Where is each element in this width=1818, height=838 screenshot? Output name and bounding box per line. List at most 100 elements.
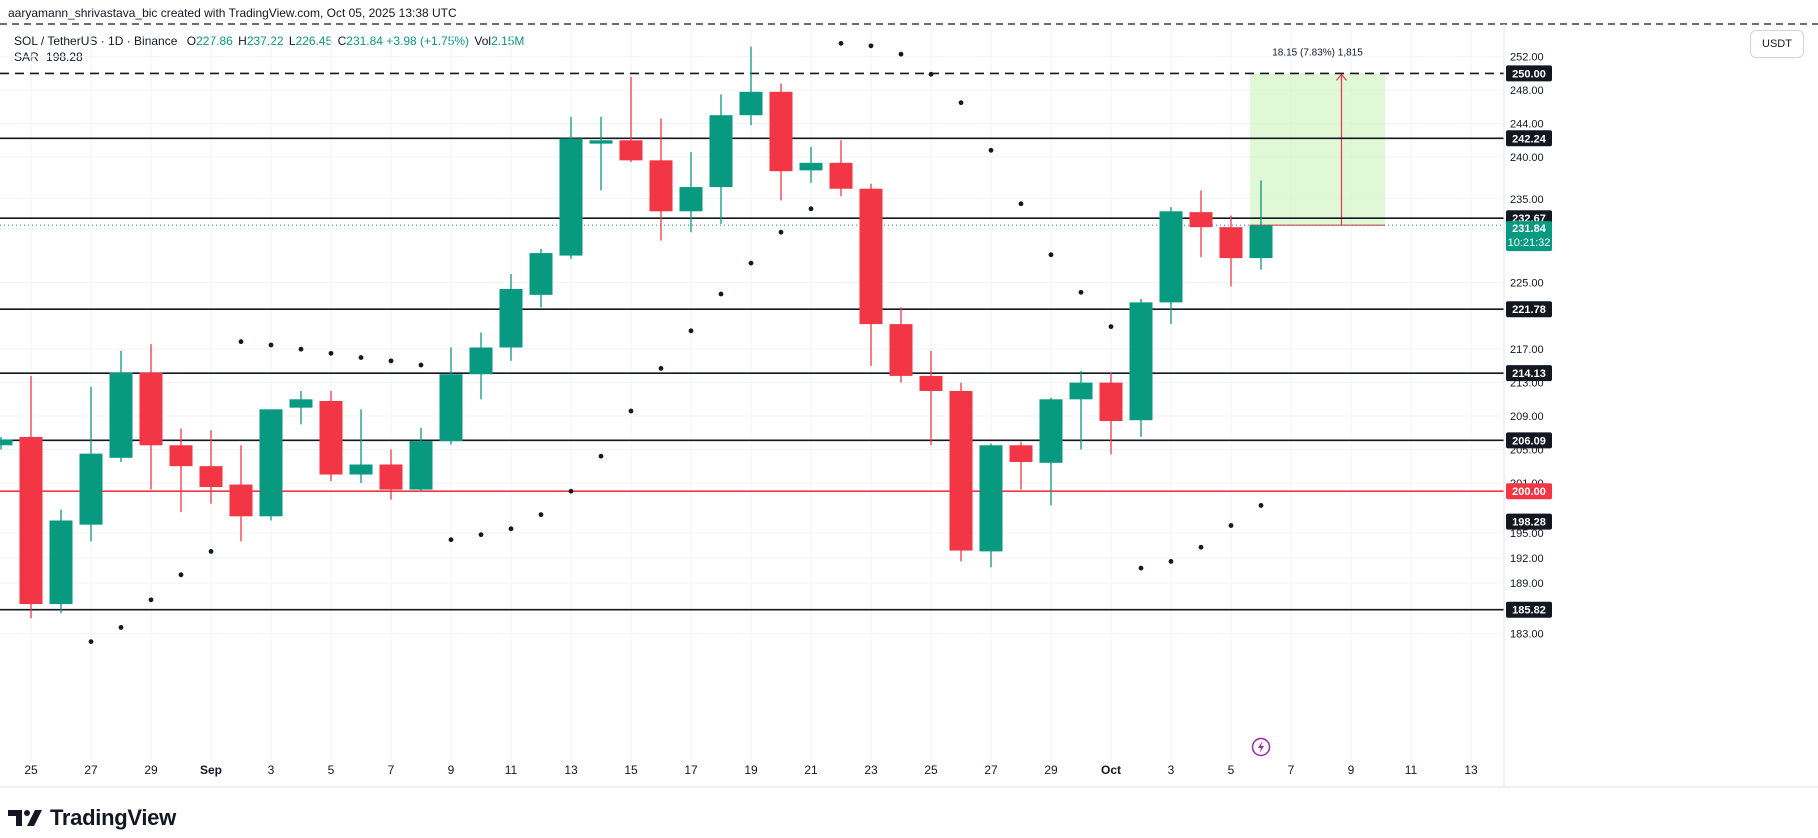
candle-body — [589, 140, 613, 144]
sar-dot — [748, 260, 754, 266]
high-label: H — [238, 34, 247, 48]
level-label-214.13: 214.13 — [1512, 368, 1546, 380]
sar-dot — [1168, 559, 1174, 564]
symbol-title[interactable]: SOL / TetherUS · 1D · Binance — [14, 34, 178, 48]
candle-body — [469, 347, 493, 375]
currency-button[interactable]: USDT — [1750, 30, 1804, 58]
y-tick-label: 252.00 — [1510, 52, 1544, 64]
y-tick-label: 240.00 — [1510, 152, 1544, 164]
lightning-icon — [1258, 741, 1264, 753]
sar-dot — [268, 342, 274, 348]
candle-body — [1249, 225, 1273, 259]
y-tick-label: 209.00 — [1510, 411, 1544, 423]
x-tick-label: 11 — [505, 763, 518, 777]
sar-price-label-bg — [1506, 513, 1552, 530]
sar-dot — [1258, 503, 1264, 508]
symbol-legend: SOL / TetherUS · 1D · Binance O227.86 H 2… — [14, 33, 524, 65]
candle-body — [1219, 227, 1243, 259]
x-tick-label: 23 — [864, 763, 878, 777]
candlesticks — [0, 46, 1273, 619]
candle-body — [1159, 211, 1183, 303]
sar-dot — [118, 625, 124, 630]
y-tick-label: 217.00 — [1510, 344, 1544, 356]
x-tick-label: 9 — [448, 763, 455, 777]
sar-dot — [358, 355, 364, 360]
y-tick-label: 195.00 — [1510, 528, 1544, 540]
candle-body — [409, 441, 433, 490]
x-tick-label: 25 — [924, 763, 938, 777]
sar-dot — [808, 206, 814, 212]
sar-dot — [868, 43, 874, 49]
sar-dot — [418, 362, 424, 368]
measure-box — [1250, 73, 1385, 226]
x-tick-label: 5 — [328, 763, 335, 777]
candle-body — [769, 91, 793, 172]
x-tick-label: 21 — [804, 763, 818, 777]
change-value: +3.98 (+1.75%) — [386, 34, 470, 48]
candle-body — [1039, 399, 1063, 463]
sar-dot — [838, 40, 844, 46]
sar-dot — [658, 365, 664, 371]
candle-body — [349, 464, 373, 475]
sar-dot — [178, 572, 184, 578]
candle-body — [1069, 382, 1093, 400]
level-label-250.00-bg — [1506, 65, 1552, 82]
candle-body — [199, 466, 223, 488]
sar-dot — [388, 358, 394, 364]
open-value: 227.86 — [196, 34, 233, 48]
candle-body — [529, 253, 553, 295]
level-label-221.78-bg — [1506, 301, 1552, 318]
candle-body — [949, 390, 973, 551]
sar-dot — [778, 229, 784, 235]
sar-dot — [1018, 201, 1024, 207]
x-tick-label: Sep — [200, 763, 222, 777]
sar-dot — [1108, 324, 1114, 330]
x-tick-label: 19 — [744, 763, 758, 777]
candle-body — [619, 140, 643, 161]
sar-dot — [1138, 565, 1144, 571]
candle-body — [319, 400, 343, 475]
candle-body — [799, 162, 823, 171]
tradingview-logo-icon — [8, 810, 42, 826]
sar-dot — [1198, 544, 1204, 550]
candle-body — [859, 188, 883, 325]
level-label-185.82: 185.82 — [1512, 605, 1546, 617]
level-label-185.82-bg — [1506, 601, 1552, 618]
level-label-206.09: 206.09 — [1512, 435, 1546, 447]
sar-dot — [568, 488, 574, 494]
sar-dot — [208, 548, 214, 554]
sar-dot — [448, 537, 454, 543]
y-tick-label: 183.00 — [1510, 628, 1544, 640]
low-label: L — [288, 34, 296, 48]
sar-dot — [598, 453, 604, 459]
candle-body — [169, 445, 193, 467]
volume-value: 2.15M — [491, 34, 525, 48]
candle-body — [979, 445, 1003, 552]
candle-body — [1129, 302, 1153, 421]
candle-body — [139, 372, 163, 446]
y-tick-label: 235.00 — [1510, 194, 1544, 206]
x-tick-label: 13 — [564, 763, 578, 777]
x-tick-label: 27 — [84, 763, 98, 777]
x-tick-label: 9 — [1348, 763, 1355, 777]
candle-body — [1009, 445, 1033, 462]
candle-body — [19, 436, 43, 605]
x-tick-label: 15 — [624, 763, 638, 777]
y-tick-label: 192.00 — [1510, 553, 1544, 565]
x-tick-label: 29 — [1044, 763, 1058, 777]
volume-label: Vol — [474, 34, 492, 48]
open-label: O — [186, 34, 197, 48]
candle-body — [499, 289, 523, 348]
candle-body — [379, 464, 403, 490]
sar-dot — [1078, 289, 1084, 295]
candle-body — [0, 439, 13, 446]
candle-body — [739, 91, 763, 116]
price-range-measure: 18.15 (7.83%) 1,815 — [1250, 47, 1385, 226]
x-tick-label: 7 — [1288, 763, 1295, 777]
sar-dot — [298, 346, 304, 352]
sar-dot — [538, 512, 544, 518]
candle-body — [889, 324, 913, 376]
level-label-250.00: 250.00 — [1512, 68, 1546, 80]
sar-dot — [688, 328, 694, 334]
